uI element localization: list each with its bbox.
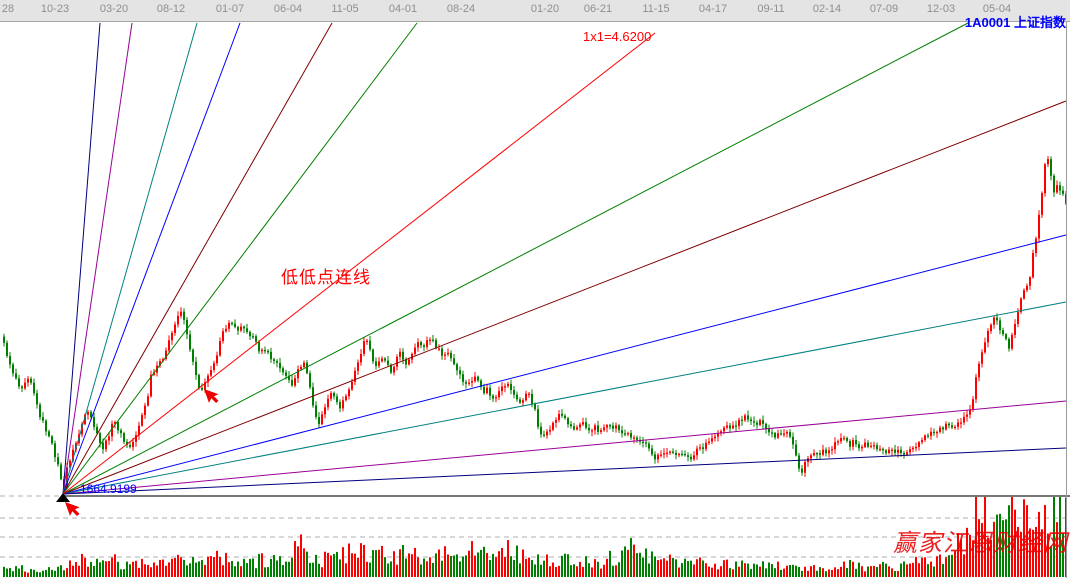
annotation-arrow — [204, 389, 219, 403]
date-tick: 11-15 — [642, 3, 670, 15]
origin-marker — [56, 493, 70, 502]
gann-fan — [62, 22, 1070, 497]
date-tick: 09-11 — [757, 3, 785, 15]
grid-lines — [0, 495, 1070, 558]
date-axis: 28 10-23 03-20 08-12 01-07 06-04 11-05 04-01 08-… — [0, 0, 1070, 22]
origin-price-label: 1664.9199 — [80, 482, 137, 496]
volume-bars — [3, 495, 1067, 577]
date-tick: 04-17 — [698, 3, 728, 15]
date-tick: 06-04 — [273, 3, 303, 15]
annotation-arrow — [65, 502, 80, 516]
annotation-arrows — [65, 389, 219, 516]
site-watermark: 赢家江恩财经网 — [893, 529, 1068, 557]
trendline — [62, 32, 656, 495]
date-tick: 11-05 — [331, 3, 359, 15]
date-tick: 10-23 — [40, 3, 70, 15]
candles — [3, 156, 1067, 490]
gann-ratio-label: 1x1=4.6200 — [583, 29, 652, 44]
date-tick: 08-12 — [156, 3, 186, 15]
date-tick: 07-09 — [869, 3, 899, 15]
trendline-name-label: 低低点连线 — [281, 268, 371, 287]
date-tick: 02-14 — [812, 3, 842, 15]
date-tick: 12-03 — [926, 3, 956, 15]
date-tick: 03-20 — [99, 3, 129, 15]
date-tick: 01-20 — [530, 3, 560, 15]
date-tick: 28 — [1, 3, 15, 15]
symbol-title: 1A0001 上证指数 — [964, 15, 1066, 30]
chart-right-border — [1066, 21, 1067, 578]
date-tick: 08-24 — [446, 3, 476, 15]
date-tick: 01-07 — [215, 3, 245, 15]
date-tick: 04-01 — [388, 3, 418, 15]
date-tick: 06-21 — [583, 3, 613, 15]
date-tick: 05-04 — [982, 3, 1012, 15]
